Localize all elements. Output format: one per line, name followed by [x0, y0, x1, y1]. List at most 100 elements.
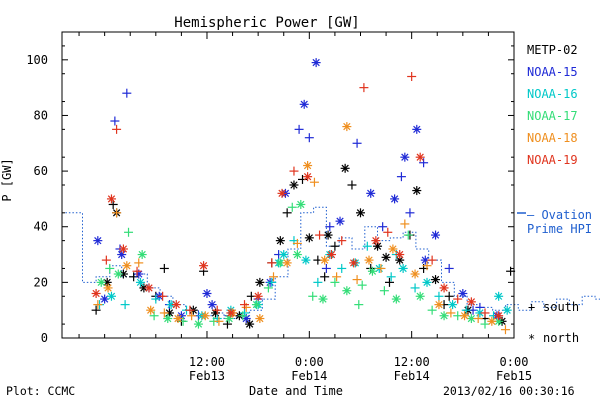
- north-point: [502, 305, 512, 315]
- north-point: [251, 300, 261, 310]
- north-point: [301, 255, 311, 265]
- south-point: [332, 272, 342, 282]
- south-point: [267, 277, 277, 287]
- y-tick-label: 40: [34, 220, 48, 234]
- south-point: [480, 308, 490, 318]
- south-point: [386, 272, 396, 282]
- north-point: [207, 300, 217, 310]
- north-point: [342, 122, 352, 132]
- north-point: [487, 316, 497, 326]
- north-point: [388, 244, 398, 254]
- north-point: [494, 311, 504, 321]
- south-point: [240, 300, 250, 310]
- north-point: [434, 300, 444, 310]
- north-point: [93, 236, 103, 246]
- north-point: [367, 266, 377, 276]
- north-point: [342, 286, 352, 296]
- south-point: [267, 258, 277, 268]
- north-point: [91, 288, 101, 298]
- south-point: [400, 219, 410, 229]
- south-point: [105, 263, 115, 273]
- south-point: [101, 255, 111, 265]
- north-point: [311, 58, 321, 68]
- north-point: [226, 308, 236, 318]
- south-point: [120, 300, 130, 310]
- north-point: [163, 314, 173, 324]
- legend-entry: NOAA-18: [527, 131, 578, 145]
- south-point: [159, 308, 169, 318]
- south-point: [309, 177, 319, 187]
- north-point: [255, 277, 265, 287]
- south-point: [434, 291, 444, 301]
- legend-entry: NOAA-19: [527, 153, 578, 167]
- south-point: [321, 263, 331, 273]
- x-axis-label: Date and Time: [249, 384, 343, 398]
- south-point: [427, 255, 437, 265]
- south-point: [158, 291, 168, 301]
- south-point: [410, 283, 420, 293]
- x-tick-time-label: 12:00: [189, 355, 225, 369]
- south-point: [378, 222, 388, 232]
- south-point: [337, 263, 347, 273]
- footer-plot-credit: Plot: CCMC: [6, 384, 75, 398]
- north-point: [106, 194, 116, 204]
- north-point: [200, 311, 210, 321]
- north-point: [422, 277, 432, 287]
- south-point: [422, 261, 432, 271]
- north-point: [171, 300, 181, 310]
- x-tick-time-label: 0:00: [295, 355, 324, 369]
- north-point: [415, 152, 425, 162]
- north-point: [448, 300, 458, 310]
- south-point: [396, 172, 406, 182]
- south-point: [159, 263, 169, 273]
- y-tick-label: 100: [26, 53, 48, 67]
- south-point: [330, 277, 340, 287]
- south-point: [282, 208, 292, 218]
- north-point: [202, 288, 212, 298]
- south-point: [359, 83, 369, 93]
- south-point: [427, 305, 437, 315]
- south-point: [212, 305, 222, 315]
- south-point: [238, 311, 248, 321]
- south-point: [151, 294, 161, 304]
- north-point: [366, 188, 376, 198]
- legend-entry: METP-02: [527, 43, 578, 57]
- north-point: [395, 250, 405, 260]
- legend-entry: NOAA-15: [527, 65, 578, 79]
- south-marker-label: south: [543, 300, 579, 314]
- x-tick-date-label: Feb13: [189, 369, 225, 383]
- x-tick-time-label: 0:00: [500, 355, 529, 369]
- north-point: [275, 236, 285, 246]
- south-point: [222, 319, 232, 329]
- north-point: [326, 250, 336, 260]
- north-point: [494, 291, 504, 301]
- north-point: [412, 186, 422, 196]
- north-point: [303, 172, 313, 182]
- north-point: [371, 236, 381, 246]
- north-point: [277, 188, 287, 198]
- north-point: [275, 258, 285, 268]
- x-tick-time-label: 12:00: [394, 355, 430, 369]
- south-point: [444, 263, 454, 273]
- y-tick-label: 60: [34, 164, 48, 178]
- ovation-legend-label-2: Prime HPI: [527, 222, 592, 236]
- x-tick-date-label: Feb15: [496, 369, 532, 383]
- north-point: [466, 297, 476, 307]
- north-point: [118, 244, 128, 254]
- north-point: [381, 252, 391, 262]
- north-point: [323, 230, 333, 240]
- south-point: [444, 291, 454, 301]
- south-point: [110, 116, 120, 126]
- south-point: [187, 311, 197, 321]
- north-point: [296, 199, 306, 209]
- x-tick-date-label: Feb14: [394, 369, 430, 383]
- south-point: [108, 199, 118, 209]
- south-point: [446, 308, 456, 318]
- north-point: [340, 163, 350, 173]
- y-tick-label: 20: [34, 275, 48, 289]
- north-point: [255, 314, 265, 324]
- north-point: [431, 275, 441, 285]
- north-point: [103, 283, 113, 293]
- south-point: [292, 238, 302, 248]
